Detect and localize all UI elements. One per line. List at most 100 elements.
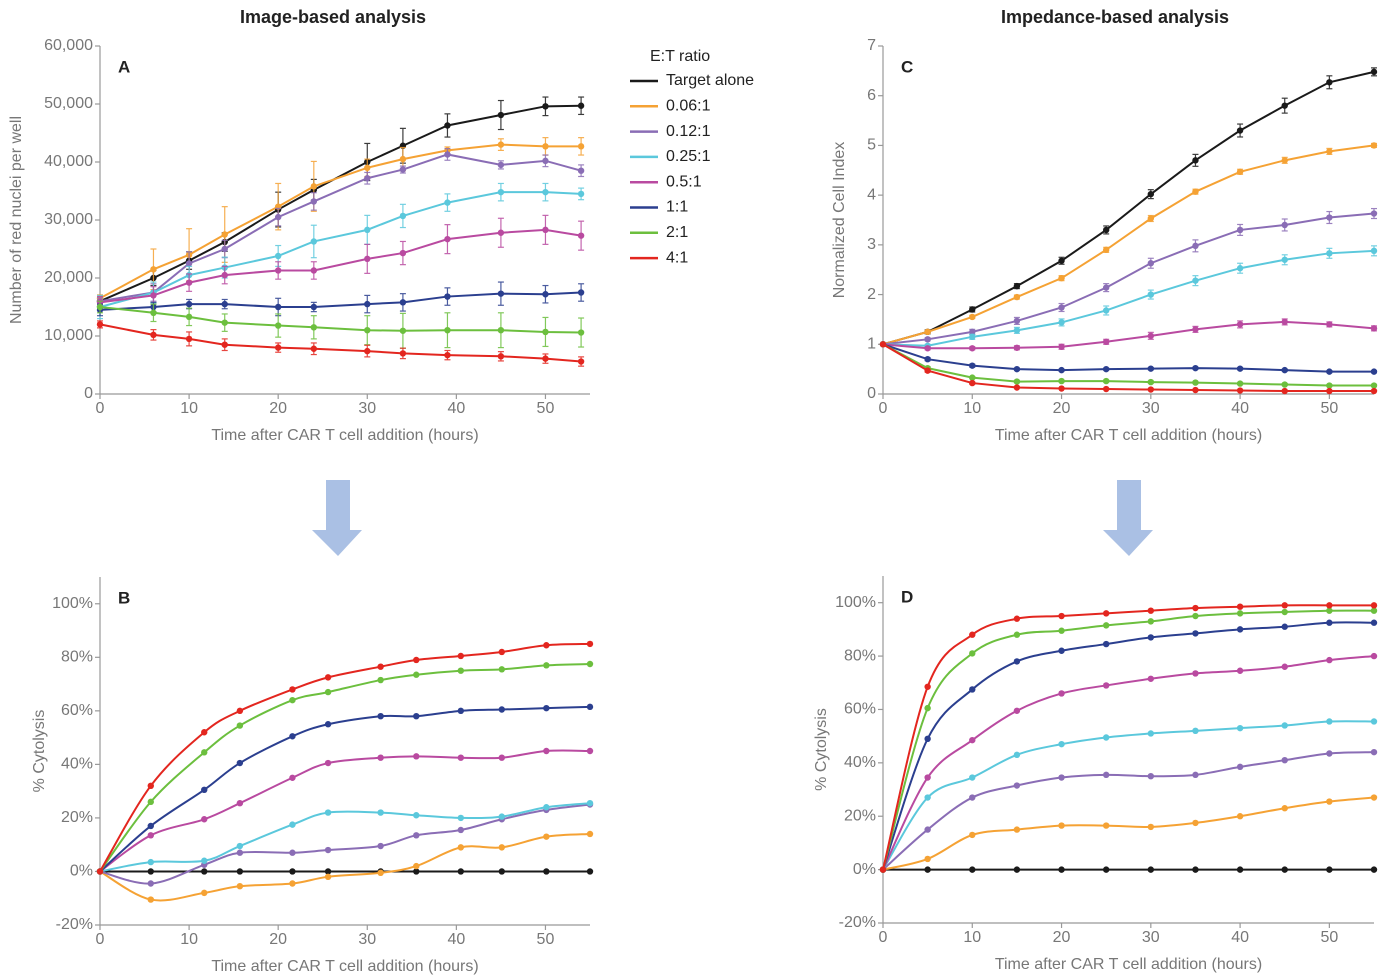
point	[543, 642, 550, 649]
point	[96, 303, 104, 311]
x-axis-label: Time after CAR T cell addition (hours)	[211, 958, 478, 975]
point	[457, 826, 465, 834]
point	[324, 868, 332, 875]
y-tick-label: 40%	[844, 754, 876, 771]
point	[1147, 634, 1155, 641]
point	[1147, 607, 1155, 614]
y-tick-label: 40%	[61, 756, 93, 773]
point	[324, 846, 332, 854]
y-tick-label: 80%	[61, 649, 93, 666]
y-axis-label: Number of red nuclei per well	[8, 116, 25, 324]
point	[413, 713, 420, 720]
point	[543, 868, 550, 875]
point	[377, 676, 384, 684]
point	[498, 706, 505, 713]
point	[399, 327, 407, 334]
x-tick-label: 50	[1320, 400, 1338, 417]
point	[1147, 215, 1155, 222]
point	[1147, 332, 1155, 340]
point	[969, 362, 976, 369]
point	[879, 341, 887, 348]
point	[457, 868, 465, 875]
point	[147, 896, 154, 903]
y-tick-label: -20%	[56, 916, 93, 933]
y-axis-label: % Cytolysis	[813, 708, 830, 791]
point	[1058, 612, 1065, 620]
series-line	[882, 343, 1374, 373]
point	[1236, 387, 1244, 394]
point	[1281, 663, 1288, 670]
point	[1281, 366, 1288, 374]
point	[1326, 798, 1333, 805]
point	[1013, 327, 1021, 334]
point	[1013, 631, 1021, 638]
point	[201, 889, 208, 897]
point	[1192, 386, 1199, 394]
point	[1013, 282, 1021, 290]
y-tick-label: 20,000	[44, 269, 93, 286]
point	[201, 816, 208, 823]
series-line	[882, 343, 1374, 393]
point	[542, 328, 549, 336]
point	[879, 866, 887, 873]
point	[969, 345, 976, 352]
point	[577, 102, 585, 109]
y-tick-label: -20%	[839, 914, 876, 931]
x-tick-label: 20	[1053, 400, 1071, 417]
point	[543, 804, 550, 811]
point	[185, 313, 193, 321]
point	[1013, 658, 1021, 665]
point	[586, 747, 594, 755]
point	[1370, 718, 1378, 725]
point	[1192, 604, 1199, 612]
series-line	[99, 143, 582, 300]
point	[498, 754, 505, 761]
point	[399, 166, 407, 173]
point	[201, 868, 208, 875]
legend-title: E:T ratio	[650, 48, 710, 65]
series-line	[99, 749, 591, 873]
point	[1370, 602, 1378, 609]
point	[1058, 377, 1065, 385]
point	[413, 832, 420, 839]
point	[498, 666, 505, 673]
point	[1192, 670, 1199, 677]
series-line	[99, 228, 582, 304]
point	[1058, 774, 1065, 781]
point	[1192, 771, 1199, 779]
point	[1192, 379, 1199, 386]
point	[201, 786, 208, 794]
point	[1236, 365, 1244, 372]
legend-label: 4:1	[666, 249, 688, 266]
point	[1281, 756, 1288, 764]
point	[274, 322, 282, 329]
y-tick-label: 3	[867, 236, 876, 253]
point	[577, 329, 585, 336]
chart-title: Image-based analysis	[240, 7, 426, 27]
point	[147, 782, 154, 789]
point	[586, 660, 594, 668]
point	[185, 335, 193, 343]
point	[1370, 382, 1378, 389]
point	[1013, 707, 1021, 714]
point	[1326, 602, 1333, 609]
x-tick-label: 30	[1142, 929, 1160, 946]
point	[274, 252, 282, 260]
point	[310, 324, 318, 331]
point	[1058, 366, 1065, 374]
series-line	[882, 343, 1374, 387]
y-tick-label: 60,000	[44, 37, 93, 54]
point	[289, 821, 296, 828]
point	[147, 832, 154, 839]
point	[924, 826, 931, 833]
point	[497, 161, 505, 169]
point	[1147, 365, 1155, 372]
point	[310, 183, 318, 190]
x-tick-label: 10	[963, 400, 981, 417]
point	[185, 300, 193, 308]
point	[236, 842, 244, 850]
point	[1281, 722, 1288, 729]
point	[150, 292, 157, 299]
panel-label: D	[901, 587, 913, 606]
point	[1147, 378, 1155, 386]
